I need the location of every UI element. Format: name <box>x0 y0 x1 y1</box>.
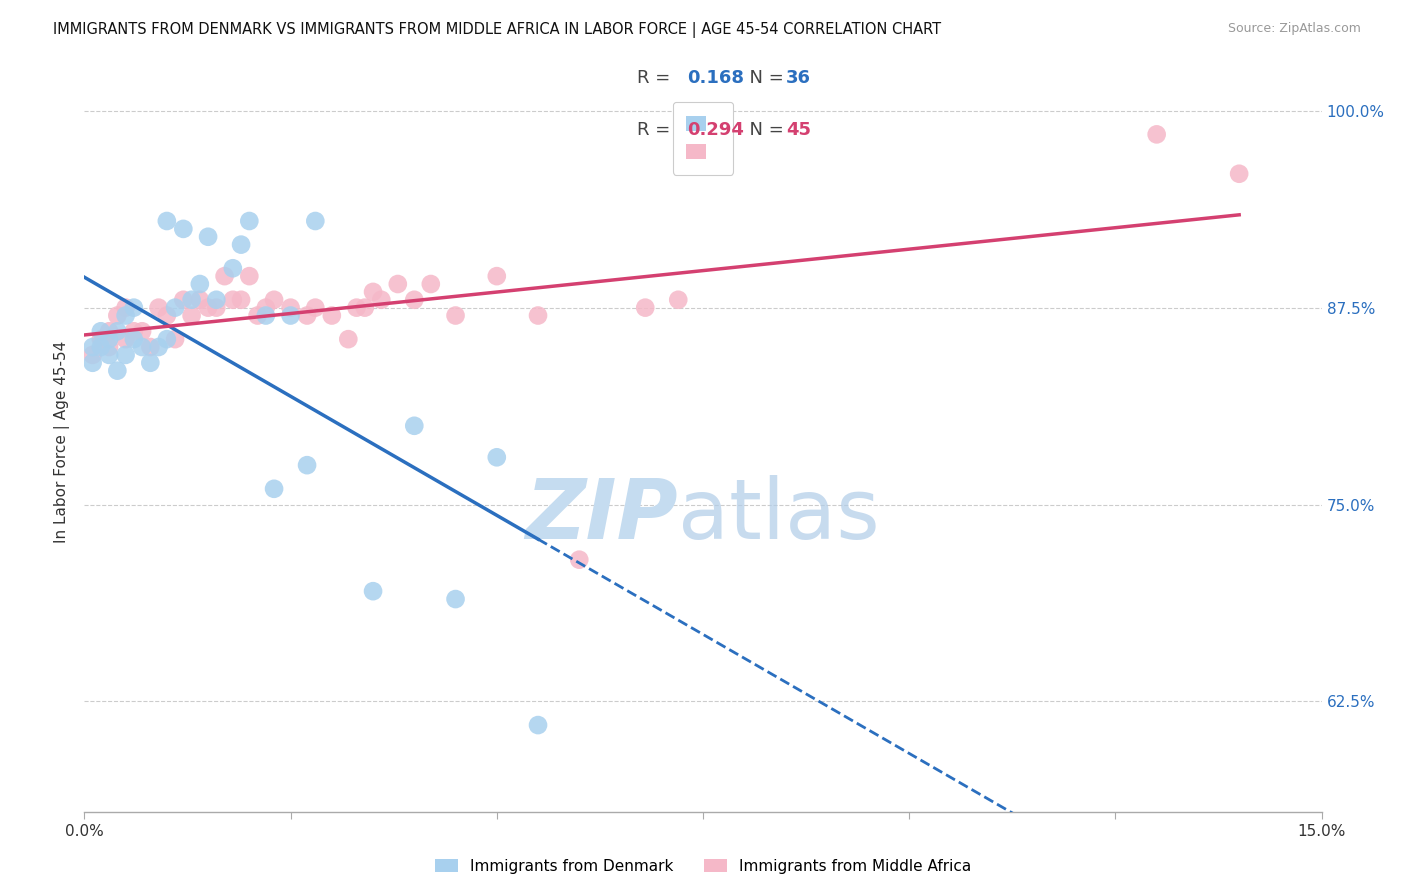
Point <box>114 301 136 315</box>
Point <box>229 293 252 307</box>
Legend: Immigrants from Denmark, Immigrants from Middle Africa: Immigrants from Denmark, Immigrants from… <box>429 853 977 880</box>
Legend: , : , <box>673 102 733 175</box>
Point <box>82 348 104 362</box>
Point <box>404 293 426 307</box>
Point <box>295 309 318 323</box>
Point <box>666 293 689 307</box>
Point <box>114 309 136 323</box>
Y-axis label: In Labor Force | Age 45-54: In Labor Force | Age 45-54 <box>55 341 70 542</box>
Point <box>254 301 277 315</box>
Point <box>148 340 170 354</box>
Point <box>254 309 277 323</box>
Point <box>90 340 112 354</box>
Point <box>485 450 508 465</box>
Text: N =: N = <box>738 70 790 87</box>
Point <box>122 301 145 315</box>
Point <box>197 301 219 315</box>
Text: N =: N = <box>738 121 790 139</box>
Point <box>82 356 104 370</box>
Point <box>105 324 128 338</box>
Point <box>105 364 128 378</box>
Point <box>280 301 302 315</box>
Text: 36: 36 <box>786 70 811 87</box>
Point <box>337 332 360 346</box>
Point <box>105 309 128 323</box>
Point <box>246 309 269 323</box>
Point <box>222 293 245 307</box>
Point <box>485 269 508 284</box>
Text: 0.294: 0.294 <box>688 121 744 139</box>
Point <box>139 340 162 354</box>
Point <box>180 309 202 323</box>
Point <box>1146 128 1168 142</box>
Point <box>180 293 202 307</box>
Point <box>634 301 657 315</box>
Point <box>205 293 228 307</box>
Point <box>361 584 384 599</box>
Text: R =: R = <box>637 121 676 139</box>
Point <box>295 458 318 472</box>
Point <box>404 418 426 433</box>
Point <box>114 348 136 362</box>
Point <box>131 324 153 338</box>
Point <box>444 309 467 323</box>
Point <box>90 324 112 338</box>
Point <box>139 356 162 370</box>
Point <box>172 222 194 236</box>
Point <box>98 332 121 346</box>
Point <box>122 332 145 346</box>
Point <box>263 482 285 496</box>
Point <box>527 718 550 732</box>
Point <box>165 301 187 315</box>
Point <box>122 324 145 338</box>
Point <box>131 340 153 354</box>
Point <box>98 348 121 362</box>
Text: 0.168: 0.168 <box>688 70 745 87</box>
Point <box>114 332 136 346</box>
Point <box>387 277 409 291</box>
Point <box>148 301 170 315</box>
Point <box>304 214 326 228</box>
Point <box>156 332 179 346</box>
Point <box>165 332 187 346</box>
Point <box>205 301 228 315</box>
Point <box>197 229 219 244</box>
Point <box>444 592 467 607</box>
Point <box>568 552 591 566</box>
Point <box>280 309 302 323</box>
Point <box>156 214 179 228</box>
Point <box>229 237 252 252</box>
Point <box>346 301 368 315</box>
Point <box>238 269 260 284</box>
Text: 45: 45 <box>786 121 811 139</box>
Point <box>304 301 326 315</box>
Point <box>214 269 236 284</box>
Point <box>238 214 260 228</box>
Point <box>98 340 121 354</box>
Point <box>90 332 112 346</box>
Point <box>156 309 179 323</box>
Point <box>370 293 392 307</box>
Text: atlas: atlas <box>678 475 880 556</box>
Point <box>188 277 211 291</box>
Point <box>527 309 550 323</box>
Point <box>98 324 121 338</box>
Point <box>263 293 285 307</box>
Point <box>353 301 375 315</box>
Point <box>82 340 104 354</box>
Point <box>172 293 194 307</box>
Text: IMMIGRANTS FROM DENMARK VS IMMIGRANTS FROM MIDDLE AFRICA IN LABOR FORCE | AGE 45: IMMIGRANTS FROM DENMARK VS IMMIGRANTS FR… <box>53 22 942 38</box>
Text: ZIP: ZIP <box>526 475 678 556</box>
Point <box>419 277 441 291</box>
Point <box>1227 167 1250 181</box>
Point <box>188 293 211 307</box>
Point <box>321 309 343 323</box>
Text: Source: ZipAtlas.com: Source: ZipAtlas.com <box>1227 22 1361 36</box>
Text: R =: R = <box>637 70 676 87</box>
Point <box>361 285 384 299</box>
Point <box>222 261 245 276</box>
